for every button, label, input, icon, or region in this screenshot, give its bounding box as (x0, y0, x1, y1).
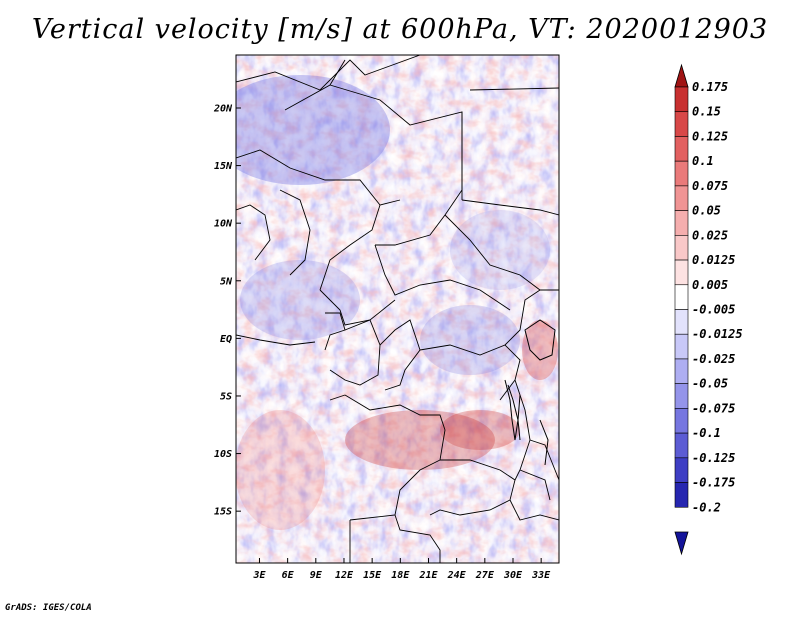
x-tick-label: 33E (531, 570, 551, 581)
colorbar-level-label: 0.005 (692, 278, 728, 292)
colorbar-level-label: 0.0125 (692, 253, 735, 267)
colorbar-swatch (674, 136, 689, 162)
map-plot-area (235, 54, 560, 564)
colorbar-level-label: -0.1 (692, 426, 721, 440)
colorbar-level-label: 0.075 (692, 179, 728, 193)
y-axis: 20N 15N 10N 5N EQ 5S 10S 15S (213, 103, 241, 518)
y-tick-label: 5S (220, 391, 232, 402)
colorbar-swatch (674, 309, 689, 335)
grads-credit: GrADS: IGES/COLA (5, 603, 92, 613)
colorbar-swatch (674, 235, 689, 261)
colorbar-swatch (674, 185, 689, 211)
y-tick-label: 15S (214, 507, 232, 518)
lakes (504, 319, 556, 466)
colorbar-level-label: -0.005 (692, 303, 735, 317)
x-tick-label: 6E (282, 570, 295, 581)
colorbar-level-label: 0.125 (692, 129, 728, 143)
x-tick-label: 24E (447, 570, 467, 581)
colorbar-swatch (674, 259, 689, 286)
colorbar-level-label: 0.025 (692, 228, 728, 242)
x-axis: 3E 6E 9E 12E 15E 18E 21E 24E 27E 30E 33E (252, 558, 551, 581)
colorbar-swatch (674, 408, 689, 434)
colorbar-swatch (674, 432, 689, 459)
colorbar-swatch (674, 86, 689, 113)
colorbar-swatch (674, 482, 689, 508)
y-tick-label: 5N (220, 276, 233, 287)
colorbar-level-label: -0.075 (692, 401, 735, 415)
x-tick-label: 30E (503, 570, 523, 581)
x-tick-label: 9E (310, 570, 323, 581)
colorbar-level-label: -0.025 (692, 352, 735, 366)
y-tick-label: EQ (220, 334, 232, 345)
colorbar-swatch (674, 284, 689, 310)
colorbar-level-label: 0.15 (692, 105, 721, 119)
y-tick-label: 10S (214, 449, 232, 460)
x-tick-label: 21E (418, 570, 438, 581)
colorbar-swatch (674, 160, 689, 187)
colorbar-bottom-arrow (674, 531, 689, 556)
velocity-field (236, 55, 559, 563)
colorbar-swatch (674, 457, 689, 483)
colorbar-swatch (674, 111, 689, 137)
country-boundaries (236, 55, 559, 563)
colorbar-level-label: -0.175 (692, 476, 735, 490)
y-tick-label: 10N (214, 219, 233, 230)
colorbar-swatch (674, 383, 689, 409)
y-tick-label: 20N (213, 103, 233, 114)
x-tick-label: 3E (252, 570, 266, 581)
x-tick-label: 15E (363, 570, 382, 581)
colorbar-swatch (674, 358, 689, 384)
colorbar-swatch (674, 333, 689, 360)
colorbar: 0.175 0.15 0.125 0.1 0.075 0.05 0.025 0.0125 0.0… (674, 63, 743, 556)
colorbar-level-label: -0.0125 (692, 327, 743, 341)
x-tick-label: 27E (475, 570, 495, 581)
colorbar-level-label: 0.05 (692, 204, 721, 218)
colorbar-level-label: 0.1 (692, 154, 714, 168)
colorbar-top-arrow (674, 63, 689, 88)
colorbar-level-label: 0.175 (692, 80, 728, 94)
chart-title: Vertical velocity [m/s] at 600hPa, VT: 2… (31, 14, 769, 45)
colorbar-level-label: -0.2 (692, 500, 721, 514)
x-tick-label: 12E (335, 570, 354, 581)
y-tick-label: 15N (214, 161, 233, 172)
colorbar-level-label: -0.125 (692, 451, 735, 465)
x-tick-label: 18E (391, 570, 410, 581)
plot-frame (235, 54, 560, 564)
colorbar-swatch (674, 210, 689, 236)
colorbar-level-label: -0.05 (692, 377, 728, 391)
